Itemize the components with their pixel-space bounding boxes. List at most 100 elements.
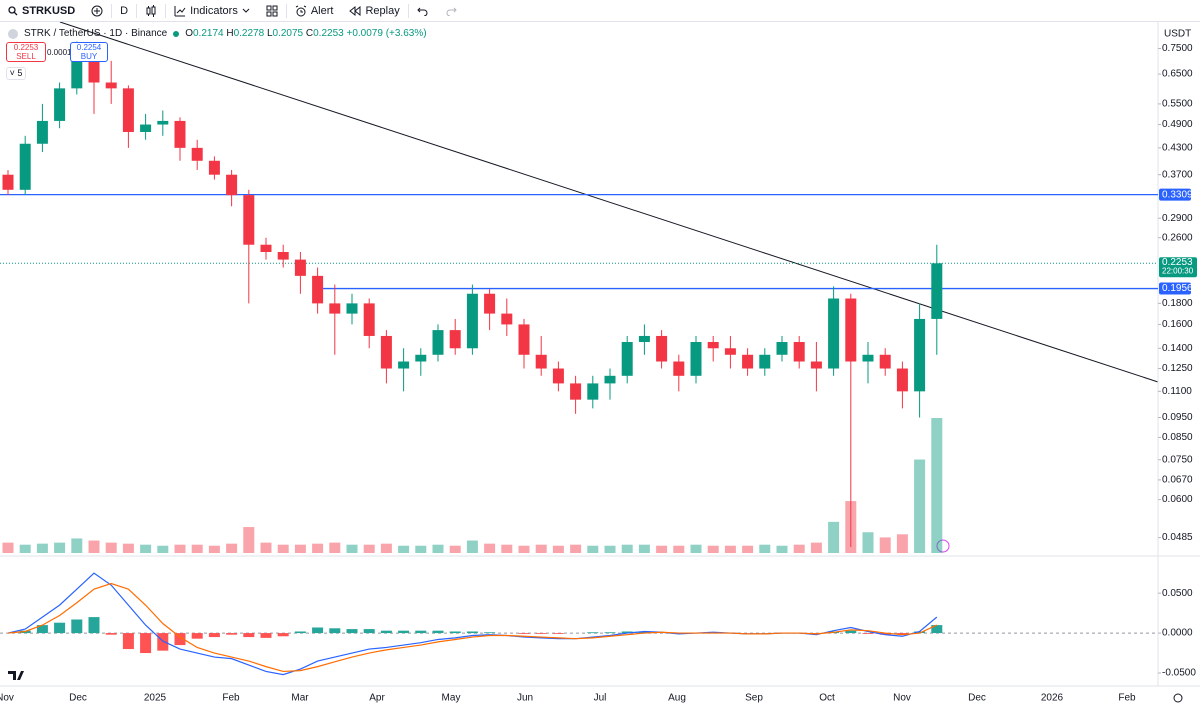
y-tick-label: 0.0950: [1162, 412, 1193, 423]
volume-bar: [724, 545, 736, 553]
currency-label: USDT: [1164, 29, 1191, 40]
candle-body: [36, 120, 48, 144]
candle-body: [294, 259, 306, 276]
buy-label: BUY: [80, 52, 98, 61]
volume-bar: [105, 542, 117, 553]
volume-bar: [742, 545, 754, 553]
histogram-bar: [552, 633, 564, 634]
volume-bar: [621, 544, 633, 553]
candle-body: [759, 354, 771, 369]
volume-bar: [157, 545, 169, 553]
volume-bar: [294, 544, 306, 553]
candle-body: [707, 342, 719, 349]
candle-body: [312, 275, 324, 304]
volume-bar: [208, 545, 220, 553]
candle-body: [243, 195, 255, 245]
layouts-button[interactable]: [258, 0, 286, 21]
volume-bar: [931, 418, 943, 553]
x-tick-label: Jun: [517, 693, 533, 704]
volume-bar: [793, 544, 805, 553]
y-tick-label: 0.0670: [1162, 475, 1193, 486]
volume-bar: [535, 544, 547, 553]
volume-bar: [226, 543, 238, 553]
histogram-bar: [449, 631, 461, 634]
symbol-search[interactable]: STRKUSD: [0, 0, 83, 21]
candle-body: [466, 293, 478, 349]
candle-body: [535, 354, 547, 369]
candle-body: [776, 342, 788, 355]
indicator-toggle[interactable]: ˅ 5: [6, 67, 26, 80]
x-tick-label: Dec: [968, 693, 986, 704]
y-tick-label: 0.6500: [1162, 69, 1193, 80]
volume-bar: [191, 544, 203, 553]
alert-button[interactable]: Alert: [287, 0, 342, 21]
histogram-bar: [879, 633, 891, 635]
volume-bar: [19, 544, 31, 553]
y-tick-label: 0.4900: [1162, 119, 1193, 130]
y-tick-label: -0.0500: [1162, 668, 1196, 679]
volume-bar: [810, 542, 822, 553]
separator: [165, 3, 167, 18]
y-tick-label: 0.0485: [1162, 532, 1193, 543]
interval: D: [120, 4, 129, 17]
replay-button[interactable]: Replay: [341, 0, 407, 21]
y-tick-label: 0.1400: [1162, 343, 1193, 354]
trend-line: [59, 22, 1159, 383]
candle-body: [415, 354, 427, 362]
replay-icon: [349, 5, 361, 16]
candle-body: [380, 335, 392, 369]
candle-body: [845, 298, 857, 362]
x-tick-label: Aug: [668, 693, 686, 704]
x-tick-label: Dec: [69, 693, 87, 704]
compare-button[interactable]: [83, 0, 111, 21]
histogram-bar: [604, 632, 616, 634]
volume-bar: [673, 545, 685, 553]
candle-body: [191, 147, 203, 161]
volume-bar: [759, 544, 771, 553]
volume-bar: [54, 542, 66, 553]
volume-bar: [570, 544, 582, 553]
indicators-icon: [174, 5, 186, 16]
histogram-bar: [363, 629, 375, 634]
histogram-bar: [122, 633, 134, 650]
candle-body: [329, 303, 341, 314]
y-tick-label: 0.4300: [1162, 143, 1193, 154]
y-tick-label: 0.5500: [1162, 99, 1193, 110]
volume-bar: [432, 544, 444, 553]
undo-button[interactable]: [409, 0, 437, 21]
volume-bar: [587, 545, 599, 553]
volume-bar: [88, 540, 100, 553]
buy-button[interactable]: 0.2254 BUY: [70, 42, 108, 62]
interval-button[interactable]: D: [112, 0, 136, 21]
histogram-bar: [621, 631, 633, 634]
spread: 0.0001: [47, 48, 72, 57]
histogram-bar: [105, 633, 117, 635]
histogram-bar: [312, 627, 324, 634]
y-tick-label: 0.1600: [1162, 319, 1193, 330]
level-label: 0.1956: [1162, 283, 1193, 294]
chart-type-button[interactable]: [137, 0, 165, 21]
histogram-bar: [845, 630, 857, 634]
x-tick-label: Feb: [1118, 693, 1136, 704]
volume-bar: [449, 545, 461, 553]
event-marker[interactable]: [936, 539, 950, 553]
x-tick-label: May: [442, 693, 461, 704]
volume-bar: [707, 545, 719, 553]
candle-body: [724, 348, 736, 355]
redo-icon: [446, 7, 457, 16]
alert-icon: [295, 5, 307, 16]
candle-body: [896, 368, 908, 392]
legend-title: STRK / TetherUS · 1D · Binance: [24, 28, 168, 39]
last-price-label: 0.2253: [1162, 257, 1193, 268]
candle-body: [621, 342, 633, 376]
close: 0.2253: [313, 28, 344, 39]
sell-button[interactable]: 0.2253 SELL: [6, 42, 46, 62]
settings-icon[interactable]: [1173, 693, 1183, 703]
histogram-bar: [518, 633, 530, 634]
histogram-bar: [862, 633, 874, 634]
candles-icon: [146, 4, 156, 17]
indicators-button[interactable]: Indicators: [166, 0, 258, 21]
candle-body: [71, 60, 83, 89]
redo-button[interactable]: [437, 0, 465, 21]
